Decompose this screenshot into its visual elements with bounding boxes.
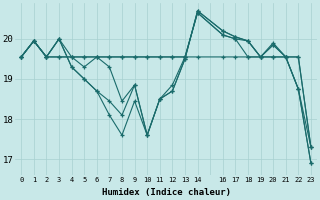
X-axis label: Humidex (Indice chaleur): Humidex (Indice chaleur) [101, 188, 231, 197]
